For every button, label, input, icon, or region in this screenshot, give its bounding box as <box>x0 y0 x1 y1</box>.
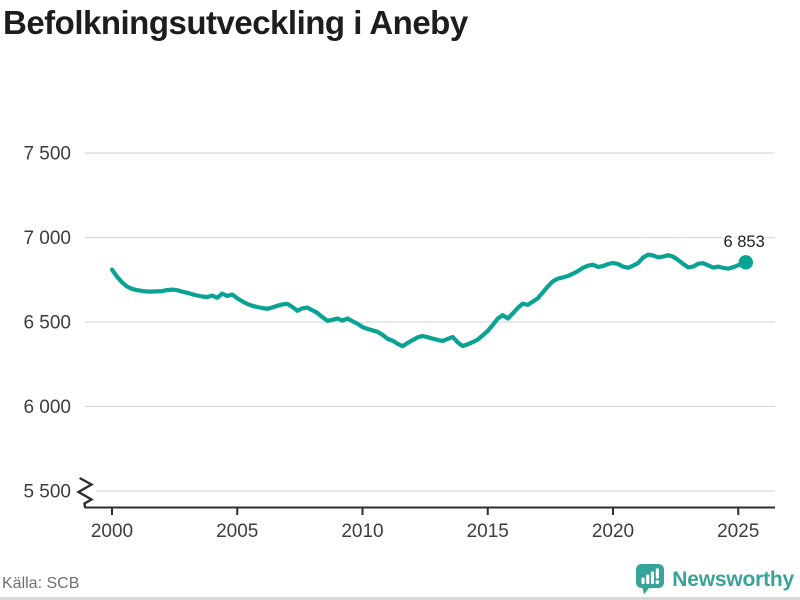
x-tick-label: 2025 <box>717 521 759 542</box>
bottom-divider <box>0 597 800 600</box>
y-tick-label: 7 500 <box>23 144 71 165</box>
y-tick-label: 6 500 <box>23 313 71 334</box>
newsworthy-speech-bubble-bar-chart-icon <box>636 564 665 595</box>
x-tick-label: 2010 <box>341 521 383 542</box>
source-label: Källa: SCB <box>2 575 80 592</box>
last-value-label: 6 853 <box>723 233 764 251</box>
chart-title: Befolkningsutveckling i Aneby <box>3 4 468 41</box>
y-tick-label: 6 000 <box>23 397 71 418</box>
x-tick-label: 2000 <box>91 521 133 542</box>
last-point-dot <box>738 255 753 270</box>
newsworthy-brand-text: Newsworthy <box>672 567 794 591</box>
x-tick-label: 2020 <box>592 521 634 542</box>
x-tick-label: 2005 <box>216 521 258 542</box>
x-tick-label: 2015 <box>467 521 509 542</box>
y-tick-label: 5 500 <box>23 482 71 503</box>
axis-break-icon <box>76 477 94 509</box>
newsworthy-logo: Newsworthy <box>636 564 794 595</box>
population-line <box>109 252 748 349</box>
y-tick-label: 7 000 <box>23 228 71 249</box>
